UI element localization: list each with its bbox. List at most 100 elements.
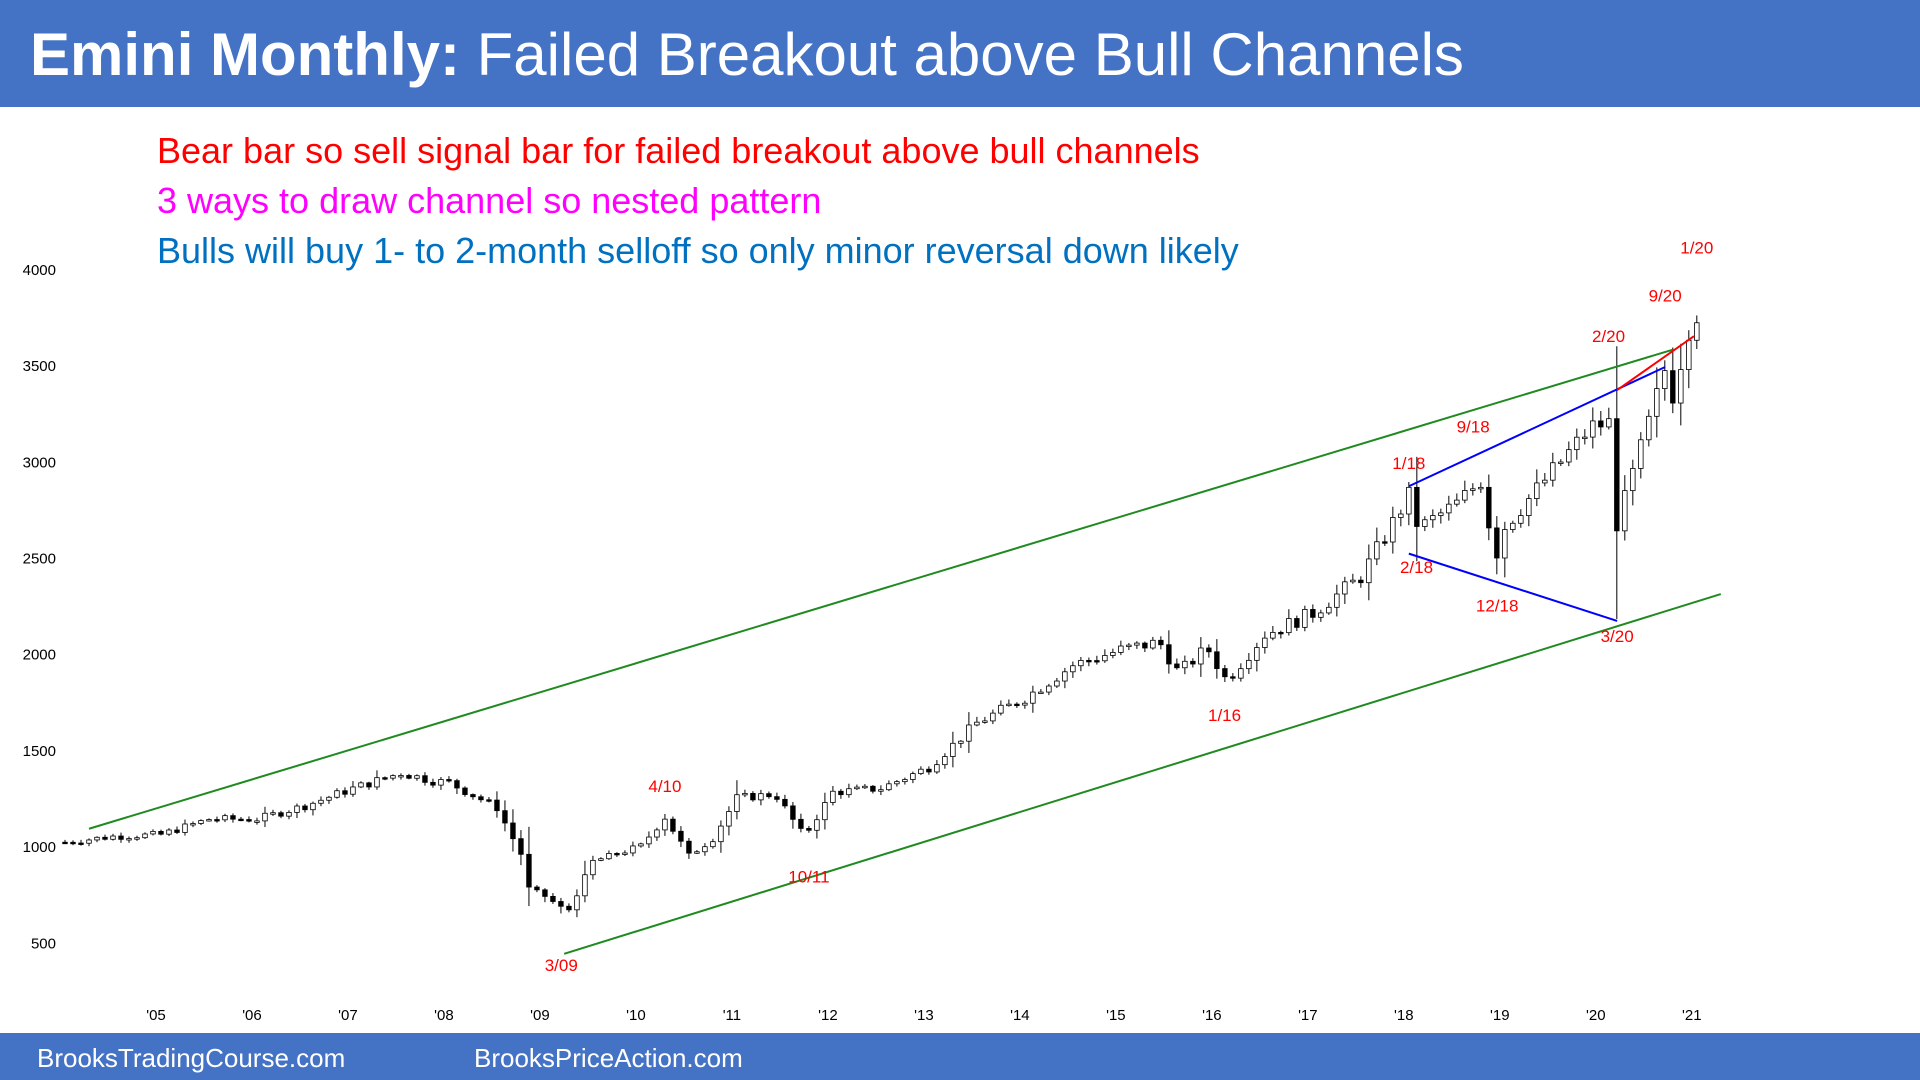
candle-body xyxy=(806,828,812,831)
candle-body xyxy=(950,742,956,757)
candle-body xyxy=(1390,517,1396,543)
candle-body xyxy=(1558,461,1564,464)
candle-body xyxy=(1318,612,1324,618)
candle-body xyxy=(1478,486,1484,490)
candle-body xyxy=(294,805,300,813)
candle-body xyxy=(1358,579,1364,584)
candle-body xyxy=(1662,370,1668,390)
candle-body xyxy=(374,777,380,788)
trend-line-top-red-line xyxy=(1616,335,1695,391)
candle-body xyxy=(1118,645,1124,653)
candle-body xyxy=(206,819,212,822)
candle-body xyxy=(814,819,820,831)
candle-body xyxy=(878,789,884,792)
candle-body xyxy=(350,786,356,795)
candle-body xyxy=(646,836,652,845)
candle-body xyxy=(302,805,308,811)
candle-body xyxy=(502,810,508,824)
annotation-label: 12/18 xyxy=(1476,596,1519,615)
candle-body xyxy=(1470,488,1476,491)
candle-body xyxy=(862,785,868,789)
candle-body xyxy=(1646,415,1652,441)
candle-body xyxy=(710,841,716,848)
candle-body xyxy=(478,796,484,801)
candle-body xyxy=(758,793,764,801)
annotation-label: 2/20 xyxy=(1592,327,1625,346)
candle-body xyxy=(494,799,500,812)
x-tick-label-2020: '20 xyxy=(1586,1007,1606,1024)
candle-body xyxy=(1494,527,1500,559)
candle-body xyxy=(958,740,964,744)
candle-body xyxy=(1054,680,1060,687)
candle-body xyxy=(1454,499,1460,505)
candle-body xyxy=(1582,436,1588,439)
candle-body xyxy=(78,842,84,845)
candle-body xyxy=(430,781,436,786)
candle-body xyxy=(1590,420,1596,438)
candle-body xyxy=(1342,581,1348,595)
candle-body xyxy=(846,788,852,796)
candle-body xyxy=(150,830,156,835)
candle-body xyxy=(702,846,708,853)
candle-body xyxy=(70,841,76,845)
candle-body xyxy=(1366,558,1372,584)
candle-body xyxy=(1334,593,1340,608)
candle-body xyxy=(1654,388,1660,417)
candle-body xyxy=(1150,639,1156,649)
candle-body xyxy=(286,812,292,817)
x-tick-label-2019: '19 xyxy=(1490,1007,1510,1024)
candle-body xyxy=(102,836,108,840)
candle-body xyxy=(798,818,804,829)
annotation-label: 3/20 xyxy=(1601,627,1634,646)
candle-body xyxy=(1566,449,1572,463)
candle-body xyxy=(1198,647,1204,665)
candle-body xyxy=(1110,652,1116,656)
annotation-label: 9/20 xyxy=(1649,287,1682,306)
candle-body xyxy=(158,830,164,835)
candle-body xyxy=(790,805,796,820)
candle-body xyxy=(462,787,468,795)
candle-body xyxy=(966,724,972,742)
candle-body xyxy=(1694,322,1700,341)
candle-body xyxy=(1022,702,1028,706)
subtitle-block: Bear bar so sell signal bar for failed b… xyxy=(157,126,1239,276)
candle-body xyxy=(1286,618,1292,634)
candle-body xyxy=(1006,703,1012,707)
candle-body xyxy=(334,790,340,798)
candle-body xyxy=(990,712,996,722)
candle-body xyxy=(454,780,460,789)
subtitle-line-2: 3 ways to draw channel so nested pattern xyxy=(157,180,822,221)
candle-body xyxy=(982,720,988,723)
candle-body xyxy=(246,819,252,822)
candle-body xyxy=(214,819,220,822)
candle-body xyxy=(1414,486,1420,527)
x-tick-label-2015: '15 xyxy=(1106,1007,1126,1024)
candle-body xyxy=(1190,660,1196,665)
candle-body xyxy=(406,775,412,779)
x-tick-label-2013: '13 xyxy=(914,1007,934,1024)
candle-body xyxy=(118,835,124,840)
candle-body xyxy=(1598,420,1604,428)
annotation-label: 1/16 xyxy=(1208,706,1241,725)
x-tick-label-2021: '21 xyxy=(1682,1007,1702,1024)
candle-body xyxy=(1622,490,1628,532)
candle-body xyxy=(486,799,492,802)
candle-body xyxy=(726,811,732,827)
candle-body xyxy=(974,721,980,726)
candle-body xyxy=(782,798,788,807)
title-bar: Emini Monthly: Failed Breakout above Bul… xyxy=(0,0,1920,107)
candle-body xyxy=(1174,663,1180,669)
candle-body xyxy=(1246,659,1252,670)
candle-body xyxy=(902,779,908,783)
trend-line-lower-wedge xyxy=(1408,552,1618,622)
candle-body xyxy=(62,841,68,845)
candle-body xyxy=(622,852,628,855)
candle-body xyxy=(518,838,524,855)
candle-body xyxy=(1462,490,1468,501)
candle-body xyxy=(1486,486,1492,529)
title-rest: Failed Breakout above Bull Channels xyxy=(476,21,1464,88)
footer-left-link[interactable]: BrooksTradingCourse.com xyxy=(37,1043,346,1073)
candle-body xyxy=(926,768,932,773)
footer-right-link[interactable]: BrooksPriceAction.com xyxy=(474,1043,743,1073)
candle-body xyxy=(894,781,900,785)
